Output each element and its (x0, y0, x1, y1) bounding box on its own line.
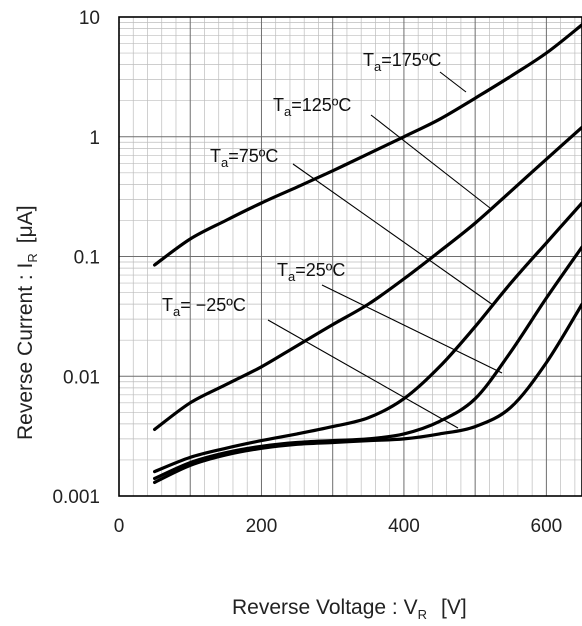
leader-line (370, 114, 491, 209)
x-tick-label: 200 (246, 516, 278, 537)
plot-frame (118, 16, 582, 497)
curve-label: Ta=25ºC (277, 260, 345, 284)
y-tick-label: 0.001 (52, 487, 100, 508)
major-grid (119, 17, 582, 496)
y-axis-ticks: 0.001 0.01 0.1 1 10 (52, 8, 100, 508)
leader-line (439, 71, 467, 93)
curve-ta-minus25c (153, 302, 582, 484)
x-axis-ticks: 0 200 400 600 (114, 516, 563, 537)
curve-label: Ta= −25ºC (162, 295, 246, 319)
leader-line (292, 163, 494, 306)
label-leaders (267, 71, 503, 429)
curve-ta-125c (153, 125, 582, 431)
x-tick-label: 600 (531, 516, 563, 537)
y-tick-label: 10 (79, 8, 100, 29)
y-tick-label: 0.01 (63, 367, 100, 388)
y-axis-label: Reverse Current : IR[μA] (14, 205, 40, 440)
curve-labels: Ta=175ºC Ta=125ºC Ta=75ºC Ta=25ºC Ta= −25ºC (162, 50, 441, 319)
curve-ta-75c (153, 201, 582, 474)
y-tick-label: 0.1 (74, 248, 100, 269)
x-tick-label: 0 (114, 516, 125, 537)
x-tick-label: 400 (388, 516, 420, 537)
curves (153, 23, 582, 484)
curve-label: Ta=125ºC (273, 95, 351, 119)
x-axis-label: Reverse Voltage : VR [V] (232, 596, 467, 622)
curve-ta-175c (153, 23, 582, 267)
y-tick-label: 1 (89, 128, 100, 149)
curve-label: Ta=175ºC (363, 50, 441, 74)
curve-label: Ta=75ºC (210, 146, 278, 170)
curve-ta-25c (153, 245, 582, 481)
leader-line (267, 319, 459, 429)
leader-line (321, 284, 503, 374)
